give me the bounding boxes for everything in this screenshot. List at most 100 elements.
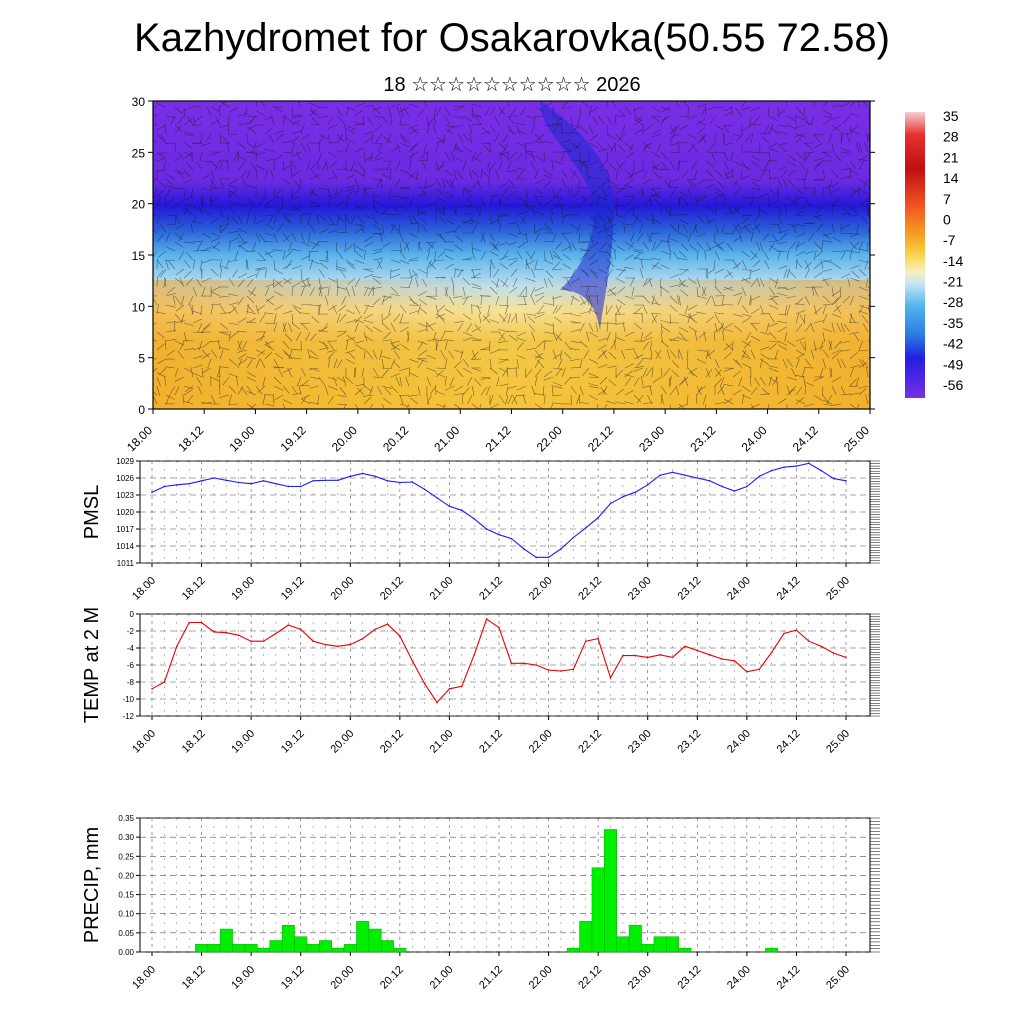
wind-barb	[439, 233, 446, 243]
wind-barb	[453, 206, 460, 216]
wind-barb	[532, 115, 536, 126]
data-point	[746, 485, 748, 488]
data-point	[622, 495, 624, 498]
wind-barb	[202, 209, 212, 216]
wind-barb	[270, 115, 275, 126]
wind-barb	[696, 241, 704, 250]
wind-barb	[445, 255, 455, 261]
wind-barb	[647, 394, 653, 405]
wind-barb	[255, 268, 260, 279]
data-point	[461, 685, 463, 688]
y-axis-label: TEMP at 2 M	[81, 607, 103, 723]
wind-barb	[624, 267, 635, 270]
wind-barb	[453, 105, 464, 108]
wind-barb	[454, 385, 464, 392]
wind-barb	[858, 388, 867, 396]
wind-barb	[750, 133, 754, 144]
y-tick-label: 25	[132, 146, 146, 160]
wind-barb	[851, 241, 860, 250]
wind-barb	[642, 241, 649, 251]
wind-barb	[282, 115, 292, 122]
wind-barb	[309, 192, 320, 198]
wind-barb	[716, 180, 725, 189]
wind-barb	[651, 314, 658, 324]
precip-bar	[604, 829, 617, 953]
wind-barb	[847, 277, 851, 288]
wind-barb	[354, 388, 363, 396]
wind-barb	[661, 106, 671, 113]
wind-barb	[813, 241, 822, 250]
wind-barb	[399, 304, 407, 314]
wind-barb	[853, 332, 860, 342]
wind-barb	[260, 358, 266, 369]
wind-barb	[426, 250, 431, 261]
wind-barb	[517, 241, 527, 249]
wind-barb	[588, 200, 598, 207]
wind-barb	[733, 181, 743, 189]
wind-barb	[284, 333, 293, 342]
wind-barb	[723, 124, 730, 134]
wind-barb	[828, 187, 833, 198]
wind-barb	[555, 241, 563, 250]
wind-barb	[153, 106, 158, 108]
wind-barb	[703, 331, 707, 342]
wind-barb	[537, 360, 545, 369]
wind-barb	[408, 372, 419, 378]
wind-barb	[291, 115, 303, 117]
wind-barb	[174, 277, 183, 285]
wind-barb	[651, 214, 654, 225]
wind-barb	[489, 403, 500, 409]
colorbar-label: 0	[943, 211, 951, 227]
wind-barb	[570, 358, 581, 362]
wind-barb	[579, 401, 590, 405]
wind-barb	[386, 160, 392, 171]
wind-barb	[862, 323, 869, 333]
wind-barb	[201, 160, 212, 163]
wind-barb	[552, 385, 563, 389]
wind-barb	[264, 268, 267, 279]
data-point	[473, 518, 476, 520]
wind-barb	[763, 124, 770, 134]
wind-barb	[705, 316, 714, 324]
data-point	[820, 645, 823, 648]
wind-barb	[165, 394, 171, 405]
wind-barb	[186, 252, 194, 261]
wind-barb	[383, 136, 392, 144]
wind-barb	[259, 313, 266, 323]
precip-bar	[616, 936, 630, 953]
precip-bar	[381, 940, 394, 953]
wind-barb	[605, 304, 608, 315]
data-point	[770, 469, 773, 472]
wind-barb	[741, 196, 752, 200]
wind-barb	[634, 118, 644, 126]
wind-barb	[347, 277, 356, 285]
chart-subtitle: 18 ☆☆☆☆☆☆☆☆☆☆ 2026	[383, 74, 641, 96]
wind-barb	[318, 376, 326, 386]
wind-barb	[399, 133, 406, 143]
wind-barb	[498, 107, 505, 117]
wind-barb	[561, 312, 572, 315]
wind-barb	[831, 385, 837, 396]
wind-barb	[186, 394, 194, 404]
wind-barb	[732, 160, 743, 166]
wind-barb	[355, 344, 365, 351]
wind-barb	[858, 241, 863, 252]
wind-barb	[469, 133, 473, 144]
wind-barb	[831, 349, 842, 355]
wind-barb	[462, 296, 469, 306]
wind-barb	[255, 358, 261, 369]
wind-barb	[327, 214, 334, 224]
wind-barb	[633, 250, 644, 254]
wind-barb	[444, 230, 455, 234]
wind-barb	[444, 286, 449, 297]
wind-barb	[504, 304, 509, 315]
wind-barb	[534, 292, 545, 297]
wind-barb	[750, 196, 755, 207]
wind-barb	[642, 258, 653, 261]
wind-barb	[831, 124, 841, 132]
y-tick-label: 1017	[116, 525, 134, 534]
wind-barb	[678, 337, 689, 342]
wind-barb	[381, 339, 392, 342]
wind-barb	[480, 196, 486, 207]
wind-barb	[601, 188, 608, 198]
